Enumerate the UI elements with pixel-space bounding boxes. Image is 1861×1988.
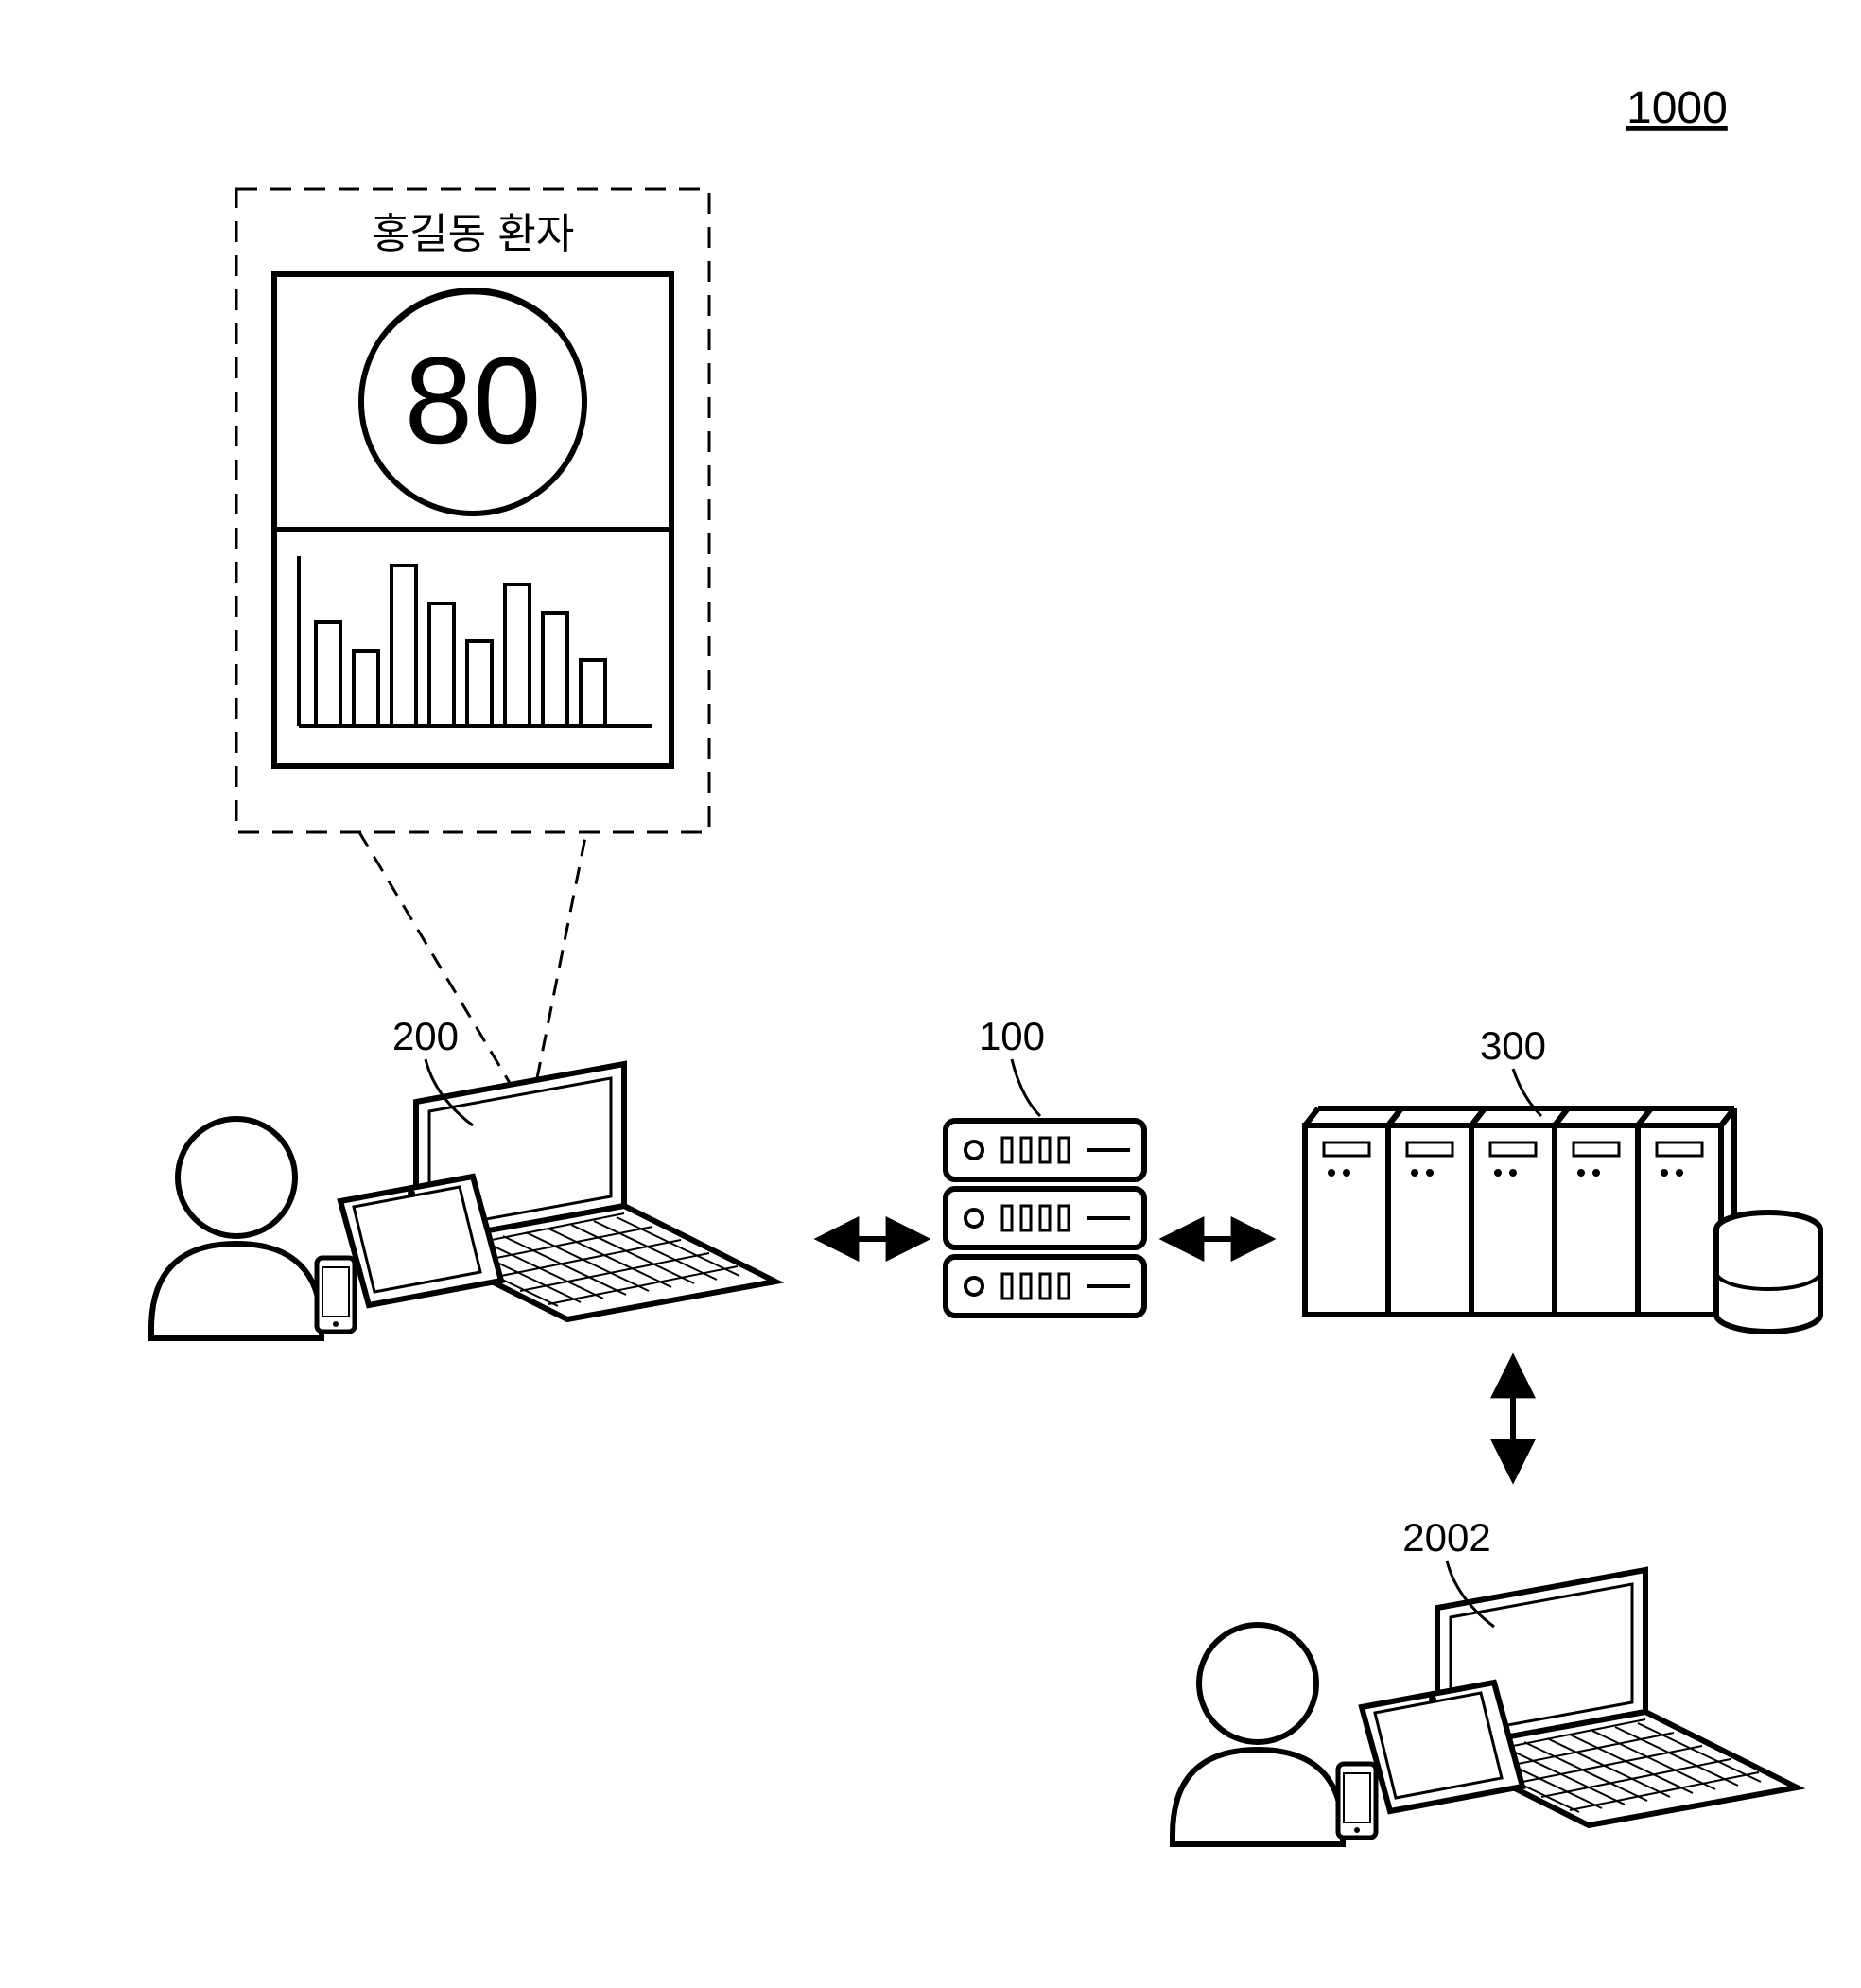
ref-200: 200	[392, 1014, 459, 1058]
ref-2002: 2002	[1402, 1515, 1490, 1560]
figure-label: 1000	[1626, 83, 1728, 133]
server: 100	[946, 1014, 1144, 1316]
user-group-1	[151, 1064, 775, 1338]
ref-300: 300	[1480, 1023, 1546, 1068]
user-group-2	[1173, 1570, 1797, 1844]
ref-100: 100	[979, 1014, 1045, 1058]
rack-db: 300	[1305, 1023, 1820, 1332]
callout-box: 홍길동 환자 80	[236, 189, 709, 1116]
callout-title: 홍길동 환자	[372, 211, 575, 257]
score-value: 80	[405, 331, 542, 469]
callout-bar-chart	[316, 566, 605, 726]
